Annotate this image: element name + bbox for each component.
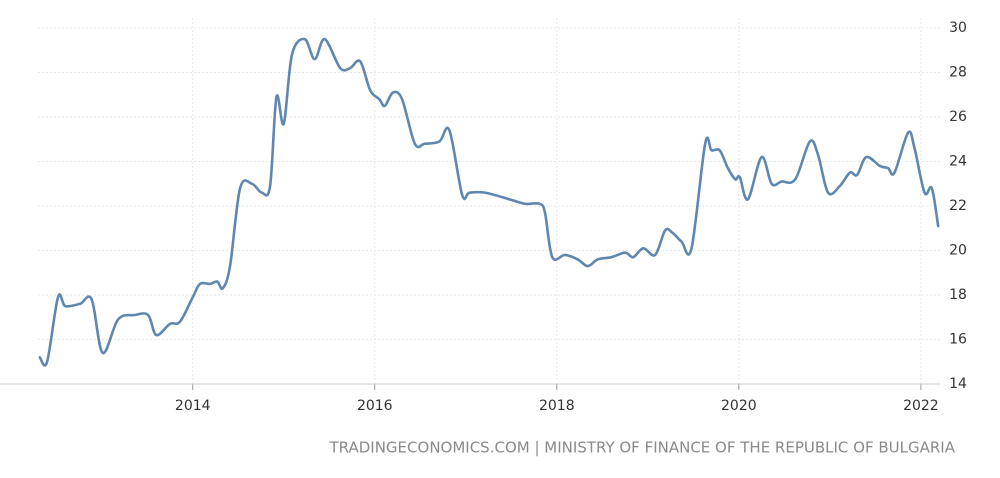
y-tick-label: 28 bbox=[949, 65, 967, 81]
y-tick-label: 14 bbox=[949, 376, 967, 392]
y-tick-label: 26 bbox=[949, 109, 967, 125]
y-tick-label: 16 bbox=[949, 332, 967, 348]
y-tick-label: 20 bbox=[949, 243, 967, 259]
y-tick-label: 18 bbox=[949, 287, 967, 303]
data-line bbox=[38, 37, 940, 367]
x-tick-label: 2020 bbox=[721, 398, 757, 414]
y-tick-label: 22 bbox=[949, 198, 967, 214]
x-tick-label: 2022 bbox=[903, 398, 939, 414]
source-note: TRADINGECONOMICS.COM | MINISTRY OF FINAN… bbox=[329, 439, 956, 457]
x-tick-label: 2018 bbox=[539, 398, 575, 414]
x-tick-label: 2014 bbox=[175, 398, 211, 414]
y-tick-label: 24 bbox=[949, 154, 967, 170]
y-tick-label: 30 bbox=[949, 20, 967, 36]
x-tick-label: 2016 bbox=[357, 398, 393, 414]
